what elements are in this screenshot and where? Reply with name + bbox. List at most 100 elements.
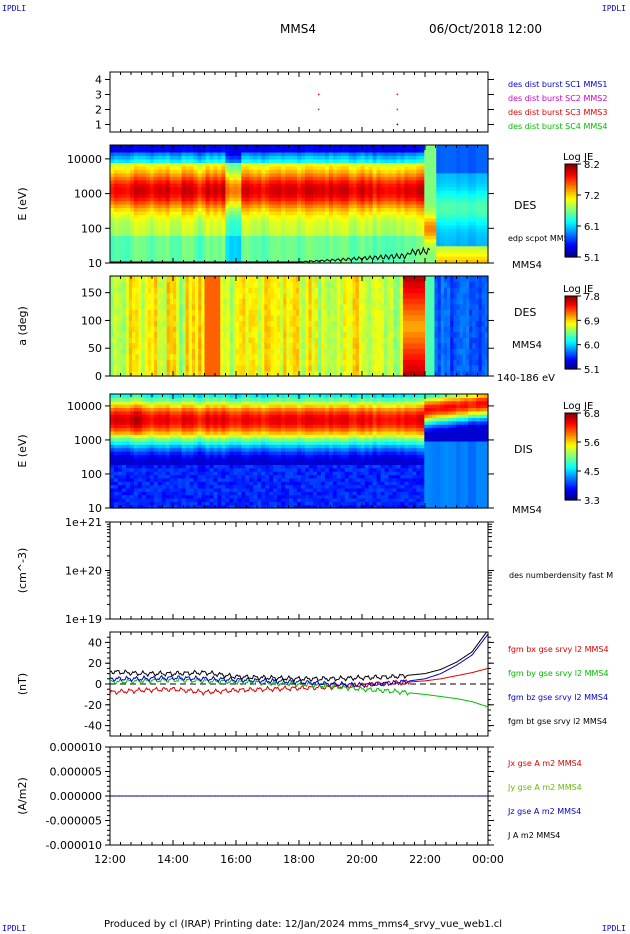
current-legend-1: Jx gse A m2 MMS4 bbox=[507, 759, 582, 768]
dis-energy-colorbar-title: Log JE bbox=[563, 401, 593, 412]
des-energy-colorbar-tick-label: 8.2 bbox=[584, 160, 600, 171]
panel-des-pitch-frame-minor-ticks bbox=[109, 276, 489, 376]
des-energy-colorbar-tick-label: 6.1 bbox=[584, 222, 600, 233]
current-y-label: 0.000005 bbox=[50, 766, 103, 779]
des-energy-y-label: 100 bbox=[81, 222, 102, 235]
burst-y-label: 3 bbox=[95, 89, 102, 102]
bfield-y-label: 0 bbox=[95, 678, 102, 691]
scpot-label: edp scpot MMS4 bbox=[508, 234, 574, 243]
burst-legend-2: des dist burst SC2 MMS2 bbox=[508, 94, 607, 103]
panel-burst-frame bbox=[109, 71, 489, 133]
panel-current-frame-minor-ticks bbox=[109, 747, 489, 845]
des-energy-sc-label: MMS4 bbox=[512, 260, 542, 271]
density-ylabel: (cm^-3) bbox=[16, 548, 29, 594]
burst-point bbox=[396, 93, 399, 96]
dis-energy-colorbar-tick-label: 5.6 bbox=[584, 438, 600, 449]
des-energy-ylabel: E (eV) bbox=[16, 187, 29, 220]
bfield-y-label: -40 bbox=[84, 720, 102, 733]
panel-density-frame bbox=[109, 521, 489, 620]
current-y-label: 0.000010 bbox=[50, 741, 103, 754]
current-legend-3: Jz gse A m2 MMS4 bbox=[507, 807, 581, 816]
current-y-label: -0.000010 bbox=[46, 839, 102, 852]
current-ylabel: (A/m2) bbox=[16, 777, 29, 815]
burst-point bbox=[317, 93, 320, 96]
des-pitch-spectrogram bbox=[110, 276, 489, 377]
dis-energy-y-label: 100 bbox=[81, 468, 102, 481]
des-pitch-label: DES bbox=[514, 306, 536, 319]
footer-text: Produced by cl (IRAP) Printing date: 12/… bbox=[104, 919, 503, 930]
burst-legend-1: des dist burst SC1 MMS1 bbox=[508, 80, 607, 89]
panel-dis-energy-frame-minor-ticks bbox=[109, 394, 489, 508]
des-energy-colorbar-tick-label: 7.2 bbox=[584, 191, 600, 202]
des-pitch-energy-label: 140-186 eV bbox=[497, 373, 555, 384]
x-tick-label: 20:00 bbox=[346, 853, 378, 866]
des-pitch-colorbar-tick-label: 6.9 bbox=[584, 316, 600, 327]
burst-point bbox=[396, 108, 399, 111]
density-y-label: 1e+19 bbox=[65, 613, 102, 626]
dis-energy-colorbar-tick-label: 3.3 bbox=[584, 496, 600, 507]
current-y-label: -0.000005 bbox=[46, 815, 102, 828]
x-tick-label: 14:00 bbox=[157, 853, 189, 866]
dis-energy-y-label: 1000 bbox=[74, 434, 102, 447]
des-pitch-colorbar-title: Log JE bbox=[563, 284, 593, 295]
des-pitch-colorbar-tick-label: 5.1 bbox=[584, 365, 600, 376]
corner-label-tl: IPDLI bbox=[2, 4, 27, 13]
panel-bfield-frame-minor-ticks bbox=[109, 632, 489, 736]
des-energy-colorbar bbox=[564, 163, 581, 258]
des-pitch-y-label: 50 bbox=[88, 342, 102, 355]
current-legend-2: Jy gse A m2 MMS4 bbox=[507, 783, 582, 792]
dis-energy-y-label: 10000 bbox=[67, 400, 102, 413]
des-energy-colorbar-tick-label: 5.1 bbox=[584, 253, 600, 264]
burst-legend-4: des dist burst SC4 MMS4 bbox=[508, 122, 607, 131]
bfield-y-label: -20 bbox=[84, 699, 102, 712]
des-pitch-colorbar-tick-label: 7.8 bbox=[584, 292, 600, 303]
bfield-legend-4: fgm bt gse srvy l2 MMS4 bbox=[508, 717, 607, 726]
x-tick-label: 22:00 bbox=[409, 853, 441, 866]
burst-legend-3: des dist burst SC3 MMS3 bbox=[508, 108, 607, 117]
multi-panel-chart: 1 2 3 4 des dist burst SC1 MMS1 des dist burs… bbox=[16, 71, 613, 866]
x-tick-label: 16:00 bbox=[220, 853, 252, 866]
des-pitch-y-label: 150 bbox=[81, 287, 102, 300]
des-pitch-colorbar bbox=[564, 295, 581, 370]
dis-energy-colorbar-tick-label: 4.5 bbox=[584, 467, 600, 478]
burst-point bbox=[396, 123, 399, 126]
des-energy-colorbar-title: Log JE bbox=[563, 152, 593, 163]
dis-energy-spectrogram bbox=[110, 394, 489, 509]
des-pitch-sc-label: MMS4 bbox=[512, 340, 542, 351]
date-title: 06/Oct/2018 12:00 bbox=[429, 22, 543, 36]
bfield-ylabel: (nT) bbox=[16, 673, 29, 695]
dis-energy-sc-label: MMS4 bbox=[512, 505, 542, 516]
x-tick-label: 12:00 bbox=[94, 853, 126, 866]
burst-point bbox=[317, 108, 320, 111]
dis-energy-colorbar bbox=[564, 412, 581, 501]
bfield-series-1 bbox=[109, 667, 489, 696]
des-pitch-colorbar-tick-label: 6.0 bbox=[584, 341, 600, 352]
burst-y-label: 1 bbox=[95, 119, 102, 132]
des-energy-y-label: 1000 bbox=[74, 188, 102, 201]
spacecraft-title: MMS4 bbox=[280, 22, 316, 36]
bfield-series-4 bbox=[109, 631, 488, 683]
bfield-legend-1: fgm bx gse srvy l2 MMS4 bbox=[508, 645, 609, 654]
burst-y-label: 4 bbox=[95, 74, 102, 87]
dis-energy-colorbar-tick-label: 6.8 bbox=[584, 409, 600, 420]
bfield-legend-3: fgm bz gse srvy l2 MMS4 bbox=[508, 693, 608, 702]
corner-label-tr: IPDLI bbox=[601, 4, 626, 13]
des-pitch-ylabel: a (deg) bbox=[16, 306, 29, 346]
density-legend: des numberdensity fast M bbox=[509, 571, 613, 580]
des-energy-label: DES bbox=[514, 199, 536, 212]
scpot-trace bbox=[110, 246, 431, 263]
dis-energy-label: DIS bbox=[514, 443, 533, 456]
bfield-series-2 bbox=[109, 677, 489, 708]
x-tick-label: 00:00 bbox=[472, 853, 504, 866]
des-pitch-y-label: 100 bbox=[81, 314, 102, 327]
density-y-label: 1e+21 bbox=[65, 516, 102, 529]
dis-energy-ylabel: E (eV) bbox=[16, 434, 29, 467]
current-legend-4: J A m2 MMS4 bbox=[507, 831, 560, 840]
panel-density-frame-minor-ticks bbox=[109, 522, 489, 619]
bfield-y-label: 40 bbox=[88, 636, 102, 649]
des-energy-spectrogram bbox=[110, 145, 489, 264]
dis-energy-y-label: 10 bbox=[88, 502, 102, 515]
bfield-legend-2: fgm by gse srvy l2 MMS4 bbox=[508, 669, 609, 678]
des-energy-y-label: 10000 bbox=[67, 153, 102, 166]
bfield-series-3 bbox=[109, 633, 489, 689]
